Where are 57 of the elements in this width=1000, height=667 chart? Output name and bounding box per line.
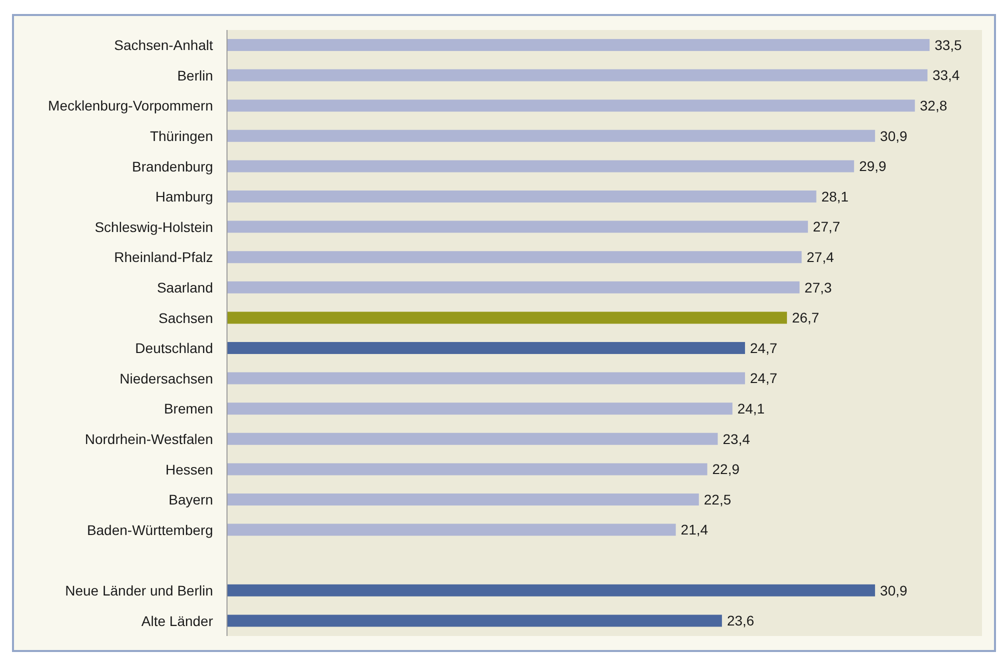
data-label: 27,7 [812,218,840,235]
data-label: 21,4 [680,522,708,538]
bar [227,190,816,202]
y-tick-label: Sachsen [158,310,213,326]
data-label: 30,9 [880,128,908,144]
data-label: 22,5 [704,491,732,508]
y-tick-label: Saarland [156,280,213,296]
data-label: 33,5 [934,36,962,53]
y-tick-label: Brandenburg [132,158,213,174]
data-label: 23,6 [726,612,754,629]
bar [227,342,746,354]
y-tick-label: Alte Länder [141,612,214,629]
y-tick-label: Bayern [168,492,213,508]
data-label: 30,9 [880,582,908,598]
y-tick-label: Schleswig-Holstein [94,218,213,235]
data-label: 27,4 [806,249,834,265]
y-tick-label: Hamburg [155,188,213,205]
data-label: 27,3 [804,279,832,296]
y-tick-label: Berlin [177,67,213,84]
bar [227,372,746,384]
y-tick-label: Niedersachsen [120,370,213,386]
y-tick-label: Hessen [166,461,213,478]
data-label: 24,7 [750,370,778,386]
bar [227,69,928,82]
bar [227,130,876,142]
bar [227,614,722,627]
bar [227,39,930,51]
data-label: 28,1 [821,188,849,204]
bar [227,281,800,294]
bar [227,251,802,264]
bar [227,524,676,536]
bar [227,494,699,506]
bar [227,100,915,112]
y-tick-label: Sachsen-Anhalt [114,37,214,54]
y-tick-label: Rheinland-Pfalz [114,249,213,266]
bar [227,463,708,476]
data-label: 24,7 [750,340,778,356]
y-tick-label: Baden-Württemberg [86,522,213,538]
bar [227,584,876,596]
data-label: 24,1 [737,400,765,416]
bar [227,432,718,445]
data-label: 29,9 [859,158,887,174]
bar [227,220,808,233]
data-label: 23,4 [722,430,750,447]
data-label: 33,4 [932,67,960,84]
y-tick-label: Deutschland [135,340,213,356]
bar [227,160,854,172]
y-tick-label: Mecklenburg-Vorpommern [48,98,213,114]
y-tick-label: Bremen [164,400,213,417]
data-label: 32,8 [920,98,948,114]
bar [227,402,732,415]
y-tick-label: Neue Länder und Berlin [65,582,213,599]
y-tick-label: Thüringen [150,128,213,144]
bar [227,312,787,324]
y-tick-label: Nordrhein-Westfalen [84,431,213,448]
data-label: 22,9 [712,461,740,478]
data-label: 26,7 [792,310,820,326]
